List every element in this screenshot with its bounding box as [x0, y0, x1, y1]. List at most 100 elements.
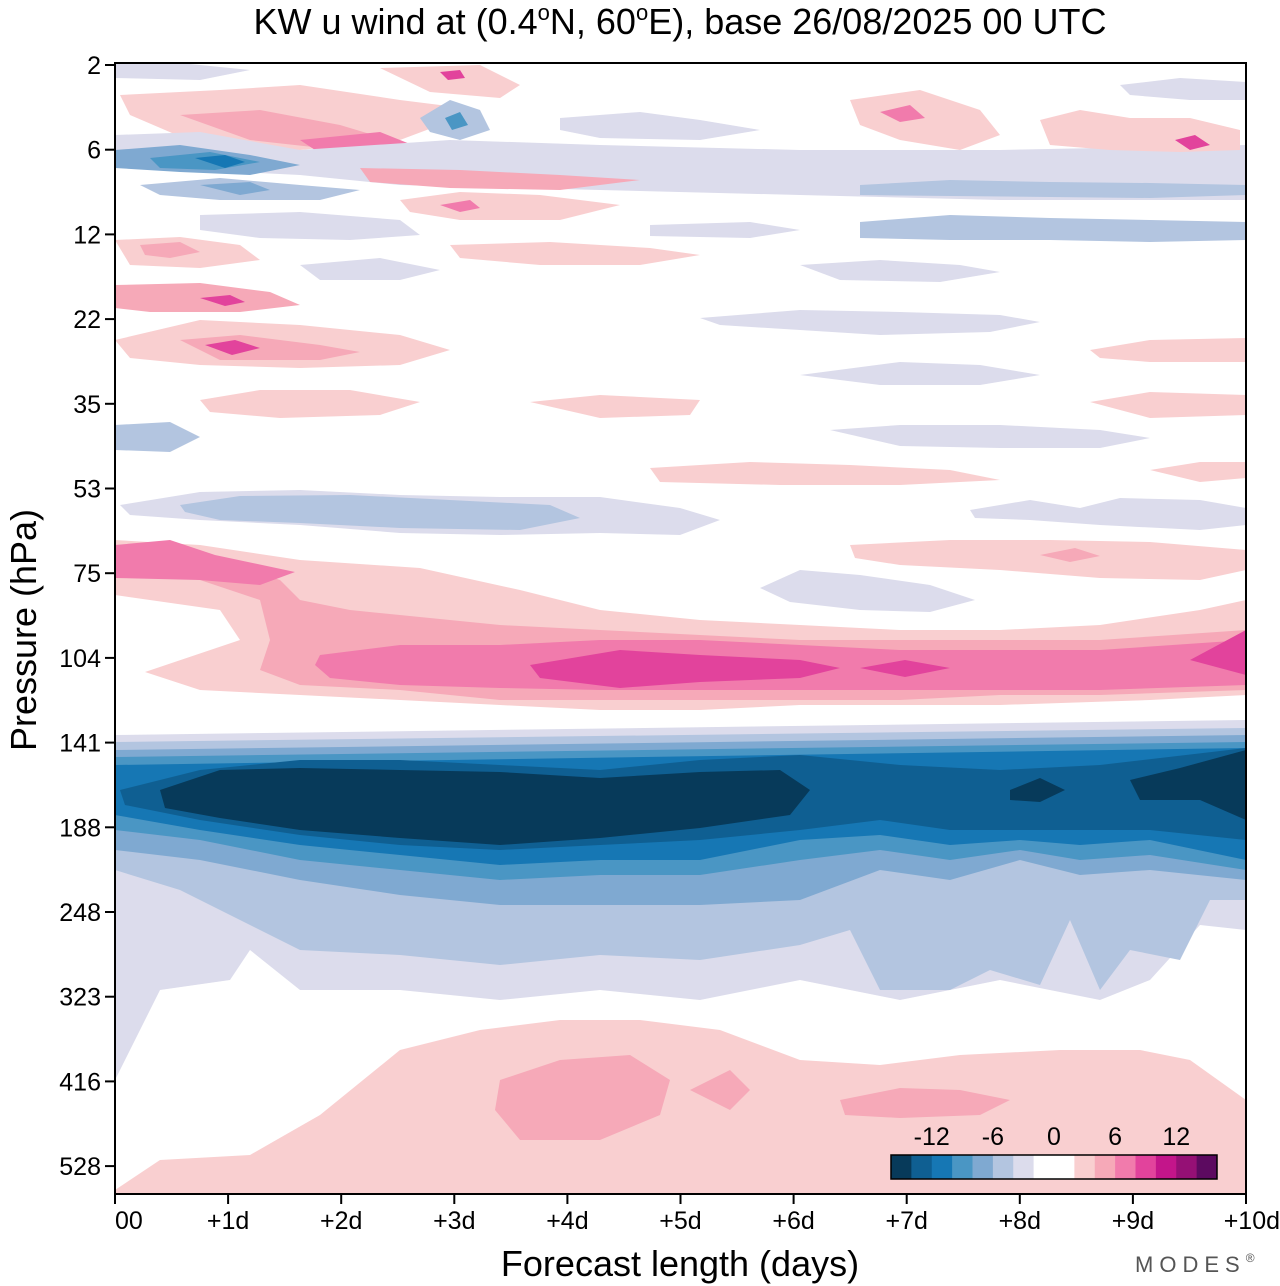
contour-band-plus-2-45hpa — [650, 462, 1000, 485]
colorbar-swatch — [1033, 1155, 1055, 1179]
contour-band-plus-2-70hpa — [850, 540, 1246, 580]
y-tick-label: 53 — [73, 476, 101, 504]
x-tick-label: +5d — [659, 1207, 701, 1235]
contour-band-plus-2-15hpa — [450, 242, 700, 265]
contour-band-minus-2-55hpa — [970, 498, 1246, 530]
contour-band-plus-8-28hpa — [205, 340, 260, 355]
colorbar-tick-label: -12 — [914, 1123, 950, 1151]
y-tick-label: 22 — [73, 306, 101, 334]
contour-band-plus-6-5hpa — [880, 105, 925, 122]
contour-field — [115, 63, 1246, 1194]
x-tick-label: +6d — [772, 1207, 814, 1235]
y-tick-label: 248 — [59, 899, 101, 927]
contour-band-minus-4-strat-e — [860, 215, 1246, 242]
contour-band-plus-2-35hpa-b — [530, 395, 700, 418]
contour-band-plus-8-mid — [530, 650, 840, 688]
y-axis: 2 6 12 22 35 53 75 104 141 188 248 323 416 528 — [59, 52, 115, 1181]
colorbar-swatch — [1176, 1155, 1198, 1179]
contour-band-plus-6-75hpa — [115, 540, 295, 585]
contour-band-plus-2-30hpa — [1090, 338, 1246, 362]
colorbar-frame — [890, 1154, 1218, 1180]
contour-band-minus-16-c — [1010, 778, 1065, 802]
contour-band-plus-4-3hpa — [380, 65, 520, 98]
colorbar-swatch — [1013, 1155, 1035, 1179]
contour-band-minus-2-15hpa — [300, 258, 440, 280]
x-tick-label: +3d — [433, 1207, 475, 1235]
contour-band-plus-2-strat-c — [400, 192, 620, 220]
colorbar-swatch — [911, 1155, 933, 1179]
contour-band-minus-6-strat-b — [200, 182, 270, 195]
colorbar-swatch — [1115, 1155, 1136, 1179]
contour-band-minus-2-40hpa — [830, 425, 1150, 448]
contour-band-minus-2-30hpa — [800, 362, 1040, 385]
contour-band-plus-8-3hpa — [440, 70, 465, 80]
title-mid: N, 60 — [550, 1, 636, 42]
y-tick-label: 528 — [59, 1153, 101, 1181]
contour-band-plus-6-strat-b — [360, 168, 640, 190]
colorbar-swatch — [972, 1155, 994, 1179]
contour-band-plus-4-12hpa — [140, 242, 200, 258]
contour-band-plus-2-35hpa-c — [1090, 392, 1246, 418]
y-tick-label: 2 — [87, 52, 101, 80]
colorbar-swatch — [952, 1155, 973, 1179]
x-tick-label: +10d — [1224, 1207, 1280, 1235]
contour-band-minus-4-strat-c — [860, 180, 1246, 198]
colorbar-tick-label: 6 — [1108, 1123, 1122, 1151]
contour-band-minus-4-53hpa — [180, 495, 580, 530]
contour-band-minus-4-40hpa — [115, 422, 200, 452]
y-tick-label: 6 — [87, 137, 101, 165]
y-tick-label: 416 — [59, 1068, 101, 1096]
y-tick-label: 323 — [59, 984, 101, 1012]
colorbar-swatch — [1054, 1155, 1075, 1179]
x-tick-label: +2d — [320, 1207, 362, 1235]
x-axis-label: Forecast length (days) — [501, 1243, 859, 1284]
colorbar-tick-label: 12 — [1162, 1123, 1190, 1151]
title-suffix: E), base 26/08/2025 00 UTC — [648, 1, 1106, 42]
title-prefix: KW u wind at (0.4 — [254, 1, 538, 42]
colorbar-tick-label: 0 — [1047, 1123, 1061, 1151]
x-tick-label: +7d — [885, 1207, 927, 1235]
contour-band-plus-2-5hpa-b — [1040, 110, 1240, 152]
contour-band-plus-8-mid-c — [860, 660, 950, 677]
contour-band-minus-2-80hpa — [760, 570, 975, 612]
contour-band-plus-4-70hpa — [1040, 548, 1100, 562]
contour-band-minus-2-strat-d — [200, 212, 420, 240]
contour-band-minus-16-b — [1130, 750, 1246, 820]
colorbar-swatch — [1074, 1155, 1096, 1179]
colorbar-tick-label: -6 — [982, 1123, 1004, 1151]
contour-band-plus-8-5hpa — [1175, 135, 1210, 150]
contour-band-plus-2-5hpa — [850, 90, 1000, 150]
contour-band-minus-6-5hpa — [445, 112, 468, 130]
colorbar-swatch — [1135, 1155, 1157, 1179]
brand-logo: MODES® — [1135, 1251, 1261, 1277]
contour-band-minus-2-3hpa — [1120, 78, 1246, 100]
contour-band-minus-16 — [160, 768, 810, 845]
contour-band-plus-6-strat-c — [440, 200, 480, 212]
title-degree-1: o — [538, 0, 550, 25]
x-tick-label: +8d — [999, 1207, 1041, 1235]
colorbar-swatch — [931, 1155, 953, 1179]
contour-band-minus-2-15hpa-b — [800, 260, 1000, 282]
contour-band-plus-8-mid-b — [1190, 630, 1246, 675]
contour-band-plus-2-35hpa — [200, 390, 420, 418]
colorbar-swatch — [1094, 1155, 1116, 1179]
contour-band-plus-2-416hpa — [115, 1020, 1246, 1194]
contour-band-plus-2-45hpa-b — [1150, 462, 1246, 482]
colorbar: -12 -6 0 6 12 — [890, 1123, 1218, 1180]
contour-band-plus-6-28hpa — [180, 335, 360, 360]
contour-band-plus-4-416hpa-b — [690, 1070, 750, 1110]
brand-registered-mark: ® — [1246, 1251, 1261, 1265]
colorbar-swatch — [1155, 1155, 1177, 1179]
colorbar-swatch — [891, 1155, 912, 1179]
x-tick-label: +4d — [546, 1207, 588, 1235]
y-tick-label: 75 — [73, 560, 101, 588]
y-tick-label: 35 — [73, 391, 101, 419]
colorbar-swatch — [992, 1155, 1014, 1179]
contour-band-plus-4-416hpa-c — [840, 1088, 1010, 1118]
colorbar-swatch — [1196, 1155, 1218, 1179]
title-degree-2: o — [636, 0, 648, 25]
contour-band-minus-2-strat-e — [650, 222, 800, 238]
chart-title: KW u wind at (0.4oN, 60oE), base 26/08/2… — [254, 0, 1107, 42]
contour-band-plus-6-22hpa — [200, 295, 245, 306]
